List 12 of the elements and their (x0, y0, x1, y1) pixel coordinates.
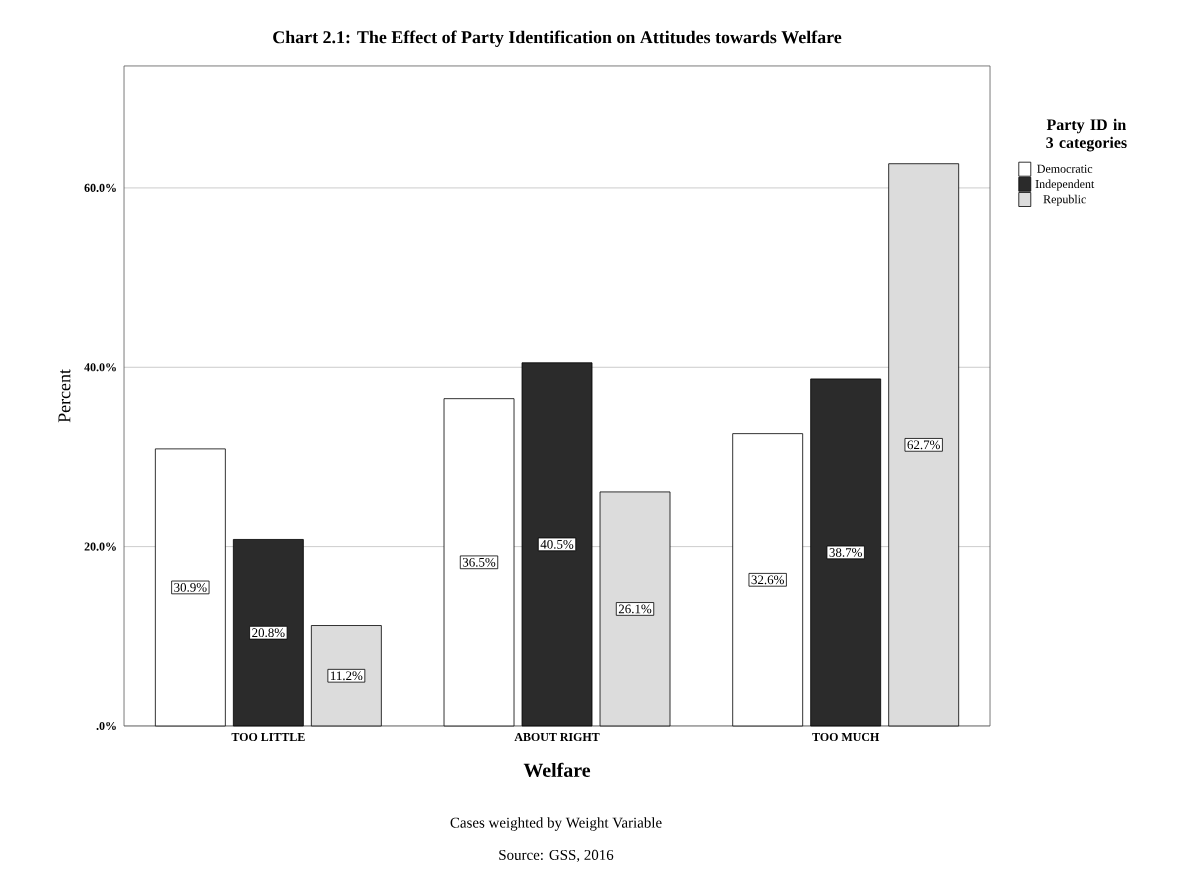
bar (888, 163, 960, 727)
bar (599, 491, 671, 727)
bar (810, 378, 882, 727)
bar (732, 433, 804, 727)
y-axis-title: Percent (58, 369, 71, 423)
bar (232, 539, 304, 727)
bar (154, 448, 226, 727)
x-axis-title: Welfare (523, 762, 591, 778)
bar (443, 398, 515, 727)
bar (521, 362, 593, 727)
bar (310, 625, 382, 727)
chart-title: Chart 2.1: The Effect of Party Identification on Attitudes towards Welfare (273, 30, 842, 47)
